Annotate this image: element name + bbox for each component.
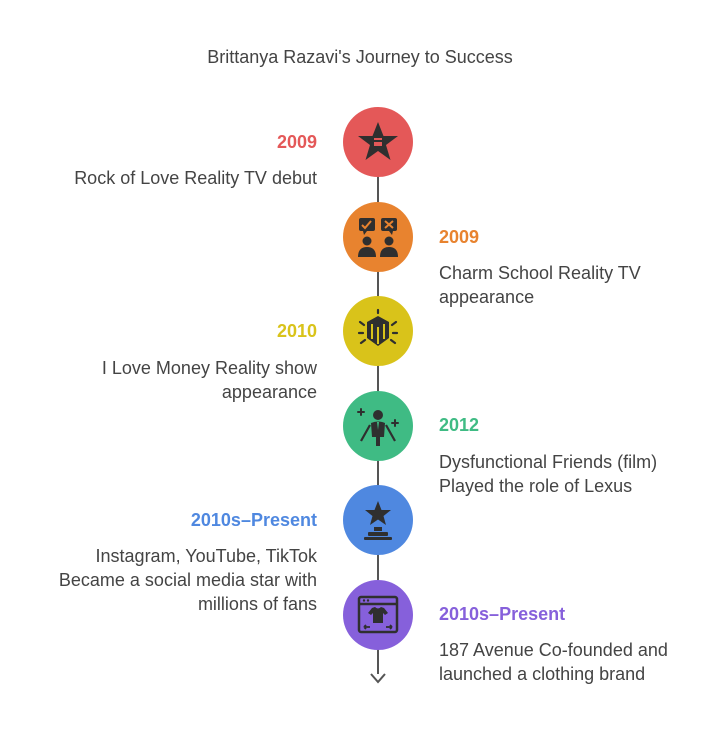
clothing-window-icon [357, 595, 399, 634]
event-text-line: Instagram, YouTube, TikTok [95, 546, 317, 566]
event-text-line: Charm School Reality TV [439, 263, 641, 283]
event-year-3: 2010 [276, 321, 317, 341]
event-description-3: I Love Money Reality show appearance [102, 356, 317, 404]
event-text-line: Became a social media star with [58, 570, 317, 590]
event-year-4: 2012 [439, 415, 480, 435]
timeline-arrow-icon [370, 673, 386, 684]
event-text-line: I Love Money Reality show [101, 358, 317, 378]
event-text-line: Dysfunctional Friends (film) [439, 452, 658, 472]
event-marker-2 [343, 202, 413, 272]
timeline-connector [377, 460, 379, 486]
trophy-star-icon [364, 501, 392, 540]
timeline-connector [377, 176, 379, 202]
event-description-4: Dysfunctional Friends (film) Played the … [439, 450, 657, 498]
event-text-line: 187 Avenue Co-founded and [439, 640, 668, 660]
timeline-connector [377, 649, 379, 674]
event-marker-4 [343, 391, 413, 461]
event-year-1: 2009 [276, 132, 317, 152]
event-text-line: millions of fans [197, 594, 317, 614]
event-text-line: Played the role of Lexus [439, 476, 633, 496]
timeline-connector [377, 271, 379, 297]
event-description-6: 187 Avenue Co-founded and launched a clo… [439, 638, 668, 686]
event-year-2: 2009 [439, 227, 480, 247]
event-marker-6 [343, 580, 413, 650]
event-marker-1 [343, 107, 413, 177]
event-year-6: 2010s–Present [439, 604, 566, 624]
cube-icon [357, 308, 399, 346]
event-text-line: appearance [221, 382, 317, 402]
diagram-title: Brittanya Razavi's Journey to Success [207, 47, 513, 67]
event-text-line: appearance [439, 287, 535, 307]
star-icon [358, 122, 398, 160]
event-text-line: launched a clothing brand [439, 664, 646, 684]
voting-people-icon [358, 218, 398, 257]
event-description-5: Instagram, YouTube, TikTok Became a soci… [59, 544, 317, 616]
event-description-1: Rock of Love Reality TV debut [74, 166, 317, 190]
event-marker-5 [343, 485, 413, 555]
event-marker-3 [343, 296, 413, 366]
timeline-connector [377, 365, 379, 391]
actor-spotlight-icon [357, 408, 399, 446]
timeline-connector [377, 554, 379, 580]
event-description-2: Charm School Reality TV appearance [439, 261, 641, 309]
event-year-5: 2010s–Present [190, 510, 317, 530]
event-text-line: Rock of Love Reality TV debut [74, 168, 317, 188]
